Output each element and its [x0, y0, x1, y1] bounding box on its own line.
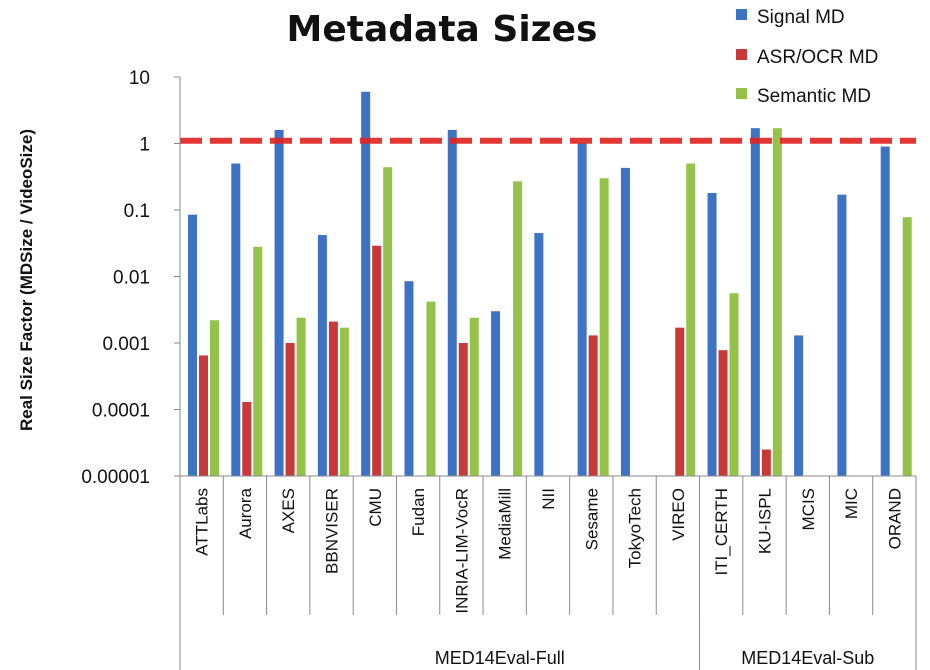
bar-semantic-md-axes [296, 317, 306, 476]
x-tick-label-iti-certh: ITI_CERTH [712, 488, 731, 576]
bar-signal-md-mediamill [491, 311, 501, 476]
bar-semantic-md-inria-lim-vocr [469, 317, 479, 476]
bar-signal-md-mic [837, 194, 847, 476]
bar-asr-ocr-md-ku-ispl [761, 449, 771, 476]
bar-semantic-md-aurora [253, 246, 263, 476]
bar-semantic-md-orand [902, 217, 912, 476]
bar-asr-ocr-md-inria-lim-vocr [458, 343, 468, 476]
bar-signal-md-aurora [231, 163, 241, 476]
bar-semantic-md-sesame [599, 178, 609, 477]
x-tick-label-mcis: MCIS [799, 488, 818, 531]
bar-asr-ocr-md-cmu [372, 245, 382, 476]
legend-label-semantic-md: Semantic MD [757, 86, 871, 107]
y-tick-label: 0.001 [102, 334, 150, 355]
x-tick-label-nii: NII [539, 488, 558, 510]
x-tick-label-inria-lim-vocr: INRIA-LIM-VocR [452, 488, 471, 614]
bar-asr-ocr-md-aurora [242, 401, 252, 476]
group-label: MED14Eval-Full [435, 648, 565, 668]
axes-layer: 10 1 0.1 0.01 0.001 0.0001 0.00001 ATTLabs Auror… [81, 68, 917, 670]
y-tick-label: 0.1 [124, 201, 150, 222]
x-tick-label-cmu: CMU [366, 488, 385, 527]
bar-signal-md-inria-lim-vocr [447, 129, 457, 476]
bar-asr-ocr-md-attlabs [199, 355, 208, 476]
bar-signal-md-nii [534, 233, 544, 476]
x-tick-label-tokyotech: TokyoTech [626, 488, 645, 568]
x-tick-label-mediamill: MediaMill [496, 488, 515, 560]
bar-semantic-md-bbnviser [339, 327, 349, 476]
y-tick-label: 10 [129, 68, 150, 89]
bar-asr-ocr-md-iti-certh [718, 350, 728, 476]
bar-semantic-md-iti-certh [729, 293, 739, 476]
y-tick-label: 0.00001 [81, 467, 150, 488]
bar-semantic-md-vireo [686, 163, 696, 476]
y-tick-label: 0.0001 [92, 401, 150, 422]
y-tick-label: 1 [139, 135, 150, 156]
bar-asr-ocr-md-vireo [675, 327, 685, 476]
x-tick-label-attlabs: ATTLabs [193, 488, 212, 556]
bar-signal-md-orand [880, 146, 890, 476]
bar-signal-md-axes [274, 129, 284, 476]
legend-swatch-asr-ocr-md [736, 49, 747, 60]
legend-label-asr-ocr-md: ASR/OCR MD [757, 47, 878, 68]
bar-asr-ocr-md-bbnviser [328, 321, 338, 476]
y-axis-label: Real Size Factor (MDSize / VideoSize) [17, 129, 36, 431]
bar-asr-ocr-md-axes [285, 343, 295, 476]
bar-signal-md-mcis [794, 335, 804, 476]
bar-signal-md-sesame [577, 143, 587, 476]
legend: Signal MD ASR/OCR MD Semantic MD [736, 7, 878, 107]
x-tick-label-bbnviser: BBNVISER [323, 488, 342, 574]
x-tick-label-ku-ispl: KU-ISPL [755, 488, 774, 554]
bar-semantic-md-fudan [426, 301, 436, 476]
x-tick-label-fudan: Fudan [409, 488, 428, 536]
bar-signal-md-tokyotech [620, 167, 630, 477]
bar-signal-md-fudan [404, 281, 414, 476]
bars-layer [188, 91, 912, 477]
bar-signal-md-cmu [361, 91, 371, 477]
group-label: MED14Eval-Sub [741, 648, 874, 668]
x-tick-label-aurora: Aurora [236, 487, 255, 539]
legend-label-signal-md: Signal MD [757, 7, 845, 28]
x-tick-label-mic: MIC [842, 488, 861, 519]
bar-signal-md-ku-ispl [750, 128, 760, 476]
bar-semantic-md-mediamill [513, 181, 523, 476]
chart-title: Metadata Sizes [287, 9, 598, 50]
bar-semantic-md-attlabs [210, 320, 219, 476]
x-tick-label-sesame: Sesame [582, 488, 601, 550]
x-tick-label-orand: ORAND [885, 488, 904, 549]
x-tick-label-axes: AXES [279, 488, 298, 533]
bar-asr-ocr-md-sesame [588, 335, 598, 476]
bar-semantic-md-ku-ispl [772, 128, 782, 476]
y-tick-label: 0.01 [113, 268, 150, 289]
bar-signal-md-bbnviser [317, 235, 327, 476]
bar-semantic-md-cmu [383, 167, 393, 477]
legend-swatch-semantic-md [736, 88, 747, 99]
legend-swatch-signal-md [736, 9, 747, 20]
x-tick-label-vireo: VIREO [669, 488, 688, 541]
bar-signal-md-attlabs [188, 214, 197, 476]
bar-signal-md-iti-certh [707, 193, 717, 476]
